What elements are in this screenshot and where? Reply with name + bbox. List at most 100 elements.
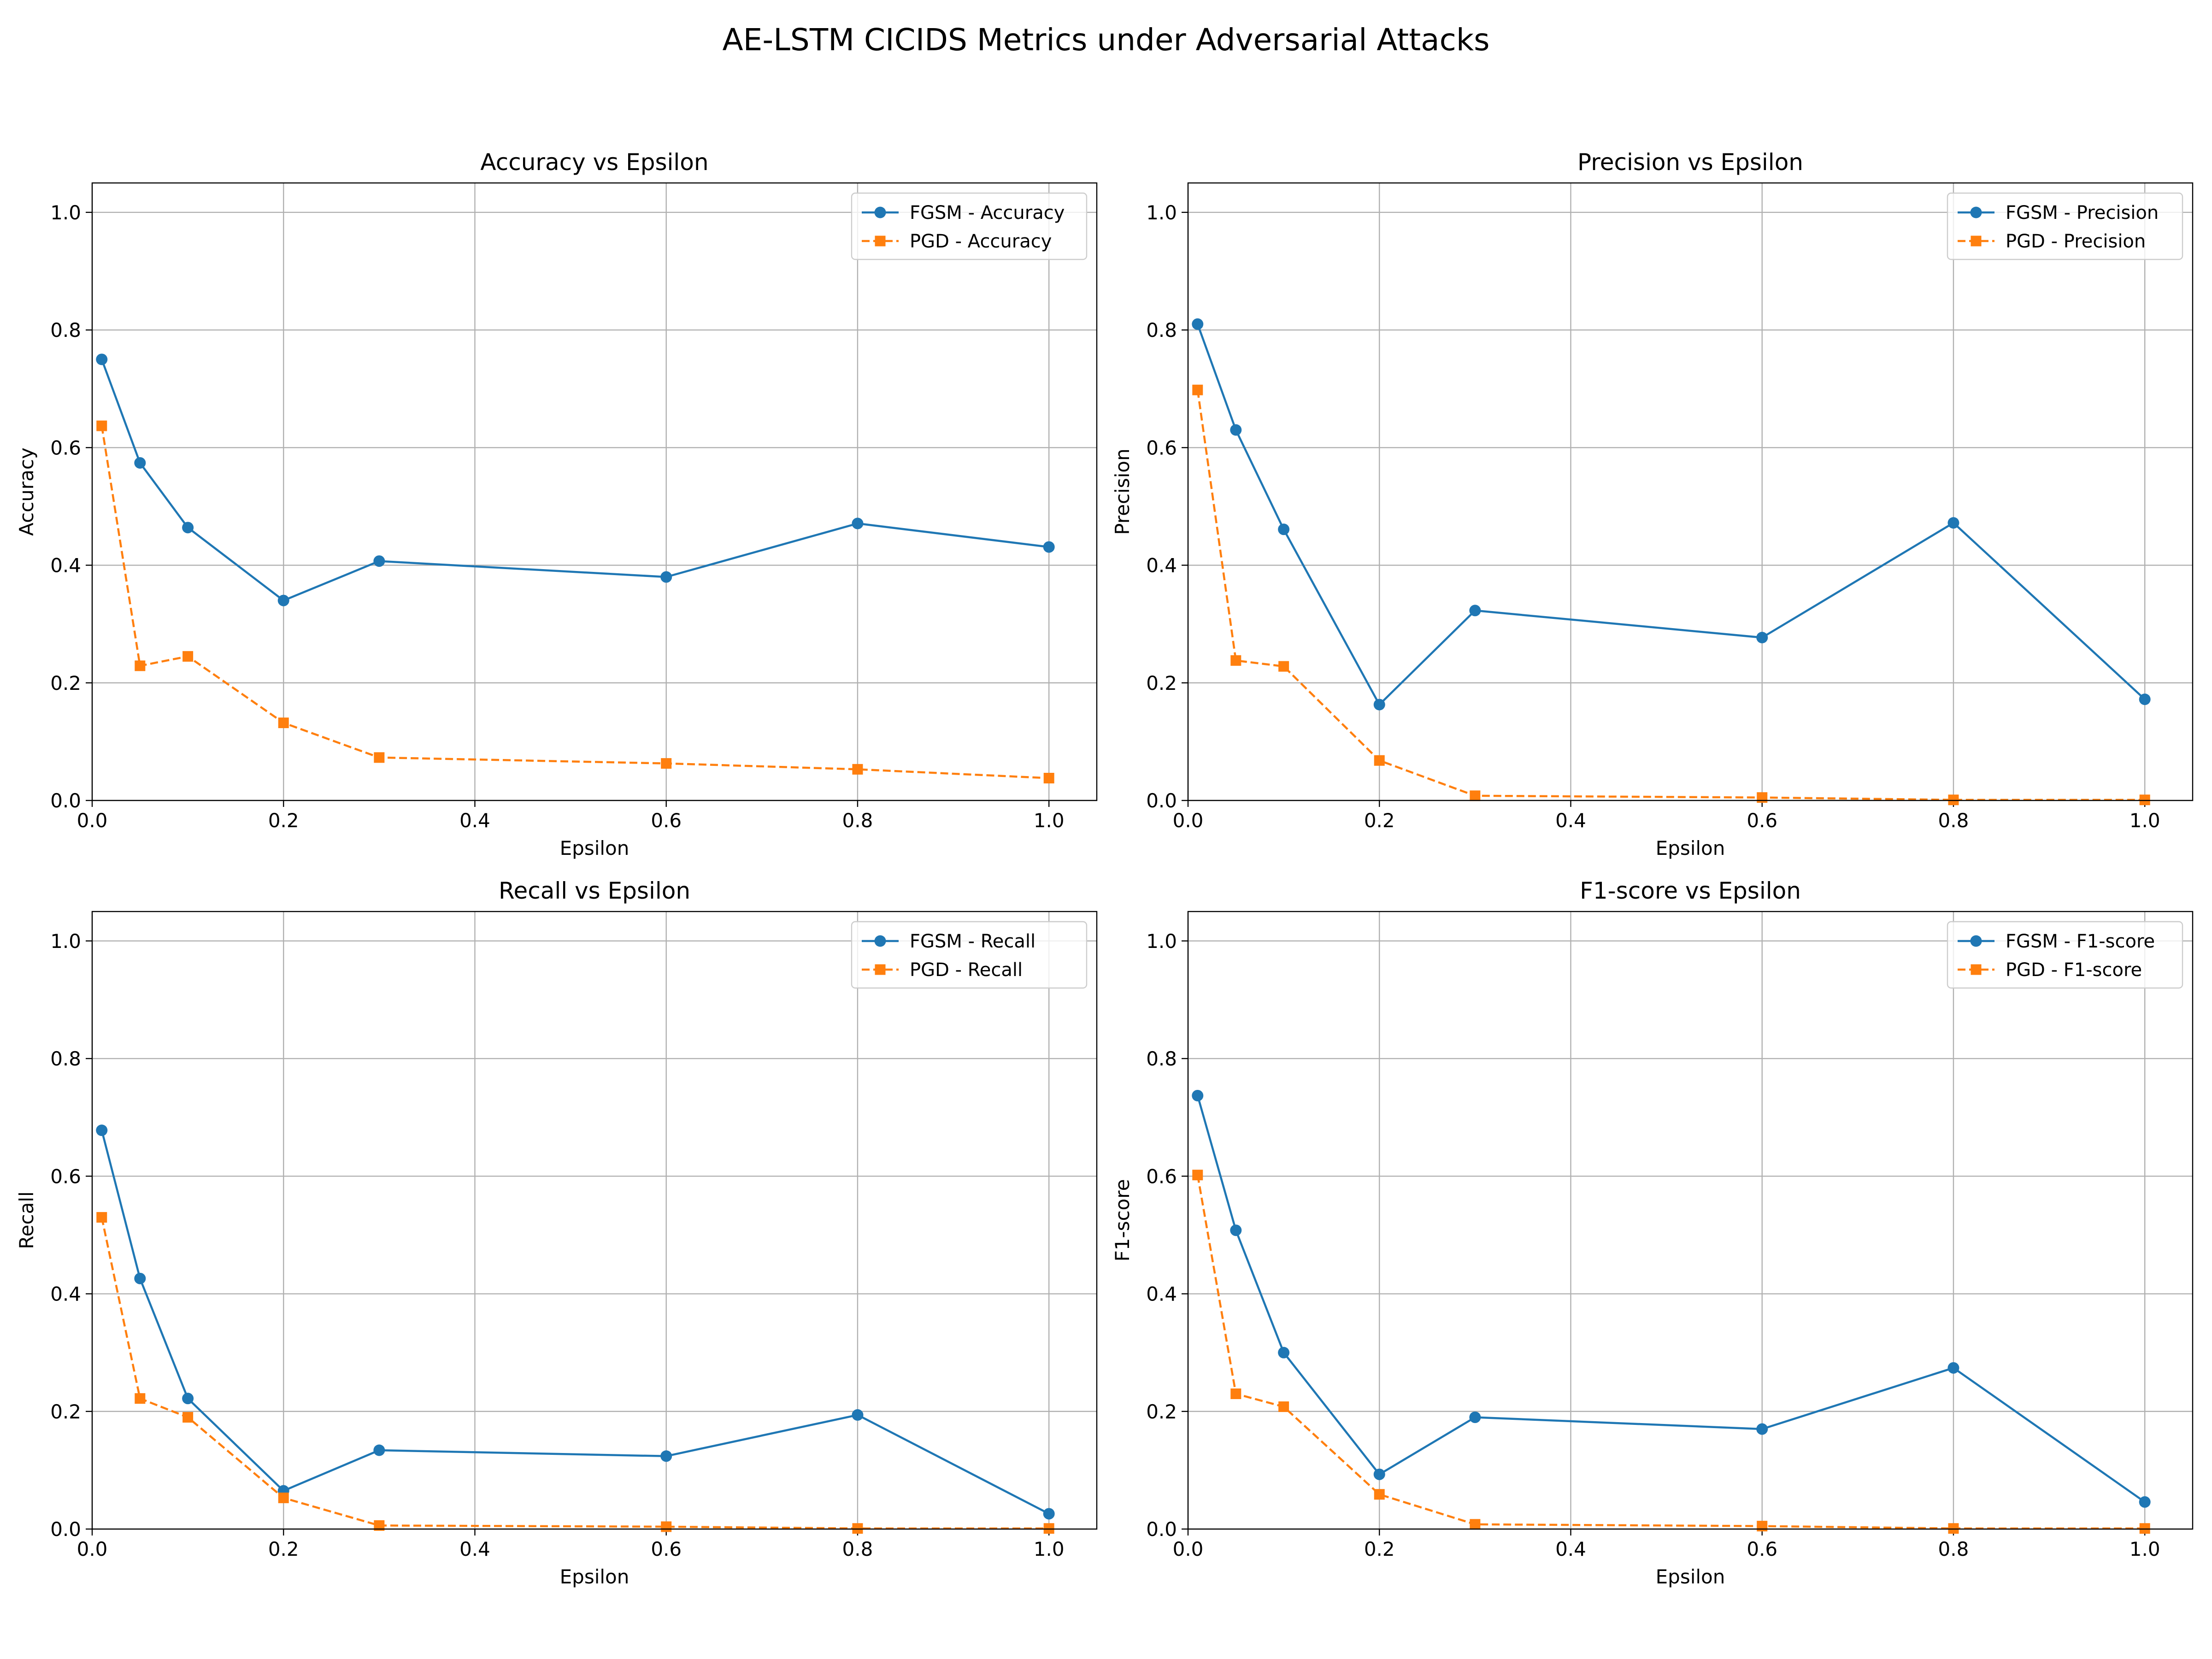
x-axis-label: Epsilon <box>560 837 629 859</box>
data-point <box>660 571 672 583</box>
x-tick-label: 0.2 <box>1364 1538 1395 1560</box>
y-tick-label: 0.6 <box>50 436 81 459</box>
x-tick-label: 1.0 <box>1034 809 1065 832</box>
legend-entry-label: FGSM - Accuracy <box>910 202 1065 224</box>
data-point <box>134 457 146 469</box>
series-line-1 <box>100 1130 1050 1515</box>
x-tick-label: 0.8 <box>842 1538 873 1560</box>
legend-frame <box>1947 192 2183 260</box>
data-point <box>1756 1423 1768 1435</box>
y-tick-label: 0.2 <box>50 672 81 694</box>
data-point <box>373 1444 385 1456</box>
data-point <box>852 1523 863 1534</box>
data-point <box>1948 1523 1959 1534</box>
data-point <box>1756 631 1768 643</box>
data-point <box>1043 773 1054 784</box>
data-point <box>135 660 146 671</box>
series-line-1 <box>1196 324 2146 706</box>
y-axis-label: Precision <box>1111 448 1134 535</box>
series-line-2 <box>100 1217 1049 1530</box>
subplot-3: 0.0 0.2 0.4 0.6 0.8 1.0 0.0 0.2 0.4 0.6 0.8 1.0 Reca… <box>15 877 1098 1588</box>
data-point <box>1470 790 1481 801</box>
subplot-title: Recall vs Epsilon <box>499 877 690 904</box>
x-tick-label: 0.0 <box>1173 1538 1204 1560</box>
data-point <box>96 353 108 365</box>
x-tick-label: 0.2 <box>268 809 299 832</box>
subplot-title: Accuracy vs Epsilon <box>480 149 708 176</box>
data-point <box>1192 1170 1203 1181</box>
legend: FGSM - Recall PGD - Recall <box>851 921 1088 989</box>
data-point <box>1278 524 1290 535</box>
x-axis-label: Epsilon <box>560 1565 629 1588</box>
data-point <box>1947 1362 1959 1374</box>
figure-title: AE-LSTM CICIDS Metrics under Adversarial… <box>722 22 1490 58</box>
data-point <box>134 1272 146 1284</box>
data-point <box>1757 792 1768 803</box>
data-point <box>96 1212 107 1223</box>
x-tick-label: 0.4 <box>459 809 490 832</box>
legend-entry-label: FGSM - Recall <box>910 931 1035 952</box>
data-point <box>1278 1401 1289 1412</box>
legend-marker <box>1970 935 1982 947</box>
data-point <box>373 555 385 567</box>
data-point <box>1230 424 1242 436</box>
x-tick-label: 0.4 <box>459 1538 490 1560</box>
x-axis-label: Epsilon <box>1656 837 1725 859</box>
x-tick-label: 0.6 <box>651 1538 682 1560</box>
x-tick-label: 1.0 <box>2130 809 2160 832</box>
data-point <box>1043 1508 1055 1520</box>
y-tick-label: 0.8 <box>50 319 81 341</box>
data-point <box>1278 661 1289 672</box>
x-axis-label: Epsilon <box>1656 1565 1725 1588</box>
x-tick-label: 0.6 <box>651 809 682 832</box>
legend: FGSM - F1-score PGD - F1-score <box>1947 921 2183 989</box>
data-point <box>1373 699 1385 711</box>
data-point <box>96 1124 108 1136</box>
data-point <box>182 651 194 662</box>
y-tick-label: 0.4 <box>1146 1283 1177 1306</box>
legend-frame <box>851 192 1088 260</box>
data-point <box>1043 1523 1054 1534</box>
data-point <box>374 752 385 763</box>
subplot-4: 0.0 0.2 0.4 0.6 0.8 1.0 0.0 0.2 0.4 0.6 0.8 1.0 F1-s… <box>1111 877 2194 1588</box>
x-tick-label: 0.2 <box>1364 809 1395 832</box>
y-tick-label: 1.0 <box>50 201 81 224</box>
x-tick-label: 0.0 <box>77 1538 108 1560</box>
data-point <box>96 420 107 431</box>
x-tick-label: 0.2 <box>268 1538 299 1560</box>
data-point <box>1278 1347 1290 1359</box>
data-point <box>1230 655 1241 666</box>
y-tick-label: 0.2 <box>1146 672 1177 694</box>
x-tick-label: 1.0 <box>1034 1538 1065 1560</box>
y-tick-label: 0.6 <box>50 1165 81 1188</box>
y-tick-label: 0.4 <box>50 1283 81 1306</box>
y-axis-label: Recall <box>15 1191 38 1249</box>
x-tick-label: 0.6 <box>1747 1538 1777 1560</box>
data-point <box>2139 1496 2151 1508</box>
x-tick-label: 0.8 <box>842 809 873 832</box>
y-tick-label: 0.6 <box>1146 436 1177 459</box>
x-tick-label: 0.0 <box>77 809 108 832</box>
data-point <box>852 1409 864 1421</box>
data-point <box>182 522 194 534</box>
data-point <box>1469 605 1481 617</box>
x-tick-label: 0.0 <box>1173 809 1204 832</box>
data-point <box>661 1521 672 1532</box>
legend-marker <box>874 206 886 218</box>
data-point <box>2139 1523 2150 1534</box>
data-point <box>1374 755 1385 766</box>
y-tick-label: 0.8 <box>1146 319 1177 341</box>
legend-marker <box>1971 235 1982 247</box>
plot-area-frame <box>91 182 1098 801</box>
data-point <box>374 1520 385 1531</box>
data-point <box>1948 794 1959 806</box>
subplot-title: Precision vs Epsilon <box>1577 149 1803 176</box>
legend-marker <box>1970 206 1982 218</box>
y-tick-label: 0.0 <box>1146 1518 1177 1541</box>
y-tick-label: 1.0 <box>1146 201 1177 224</box>
data-point <box>1192 384 1203 395</box>
data-point <box>1374 1489 1385 1500</box>
data-point <box>1469 1412 1481 1424</box>
legend-entry-label: FGSM - F1-score <box>2006 931 2155 952</box>
